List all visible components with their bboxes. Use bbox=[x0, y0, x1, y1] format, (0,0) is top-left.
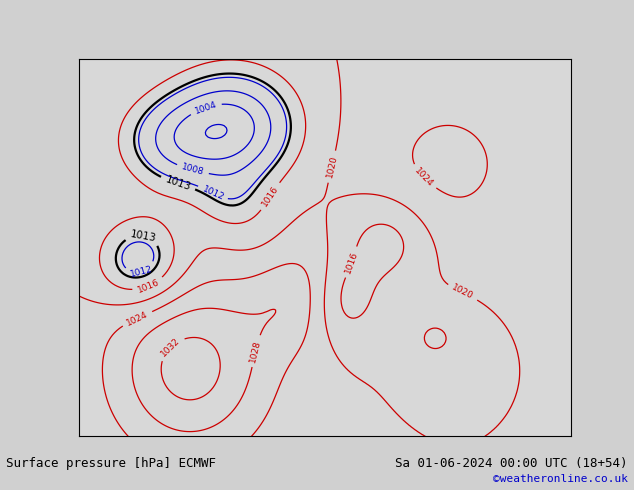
Text: 1016: 1016 bbox=[344, 250, 359, 274]
Text: 1008: 1008 bbox=[181, 163, 205, 177]
Text: 1024: 1024 bbox=[125, 310, 150, 327]
Text: 1004: 1004 bbox=[193, 99, 218, 116]
Text: Sa 01-06-2024 00:00 UTC (18+54): Sa 01-06-2024 00:00 UTC (18+54) bbox=[395, 457, 628, 469]
Text: 1012: 1012 bbox=[201, 184, 225, 202]
Text: 1024: 1024 bbox=[413, 166, 435, 189]
Text: 1013: 1013 bbox=[129, 229, 157, 243]
Text: 1016: 1016 bbox=[260, 184, 280, 208]
Text: 1012: 1012 bbox=[129, 265, 153, 279]
Text: ©weatheronline.co.uk: ©weatheronline.co.uk bbox=[493, 474, 628, 484]
Text: 1013: 1013 bbox=[164, 174, 192, 193]
Text: 1020: 1020 bbox=[325, 154, 339, 179]
Text: 1016: 1016 bbox=[136, 277, 160, 294]
Text: Surface pressure [hPa] ECMWF: Surface pressure [hPa] ECMWF bbox=[6, 457, 216, 469]
Text: 1032: 1032 bbox=[159, 336, 182, 358]
Text: 1028: 1028 bbox=[249, 339, 262, 363]
Text: 1020: 1020 bbox=[450, 283, 475, 301]
